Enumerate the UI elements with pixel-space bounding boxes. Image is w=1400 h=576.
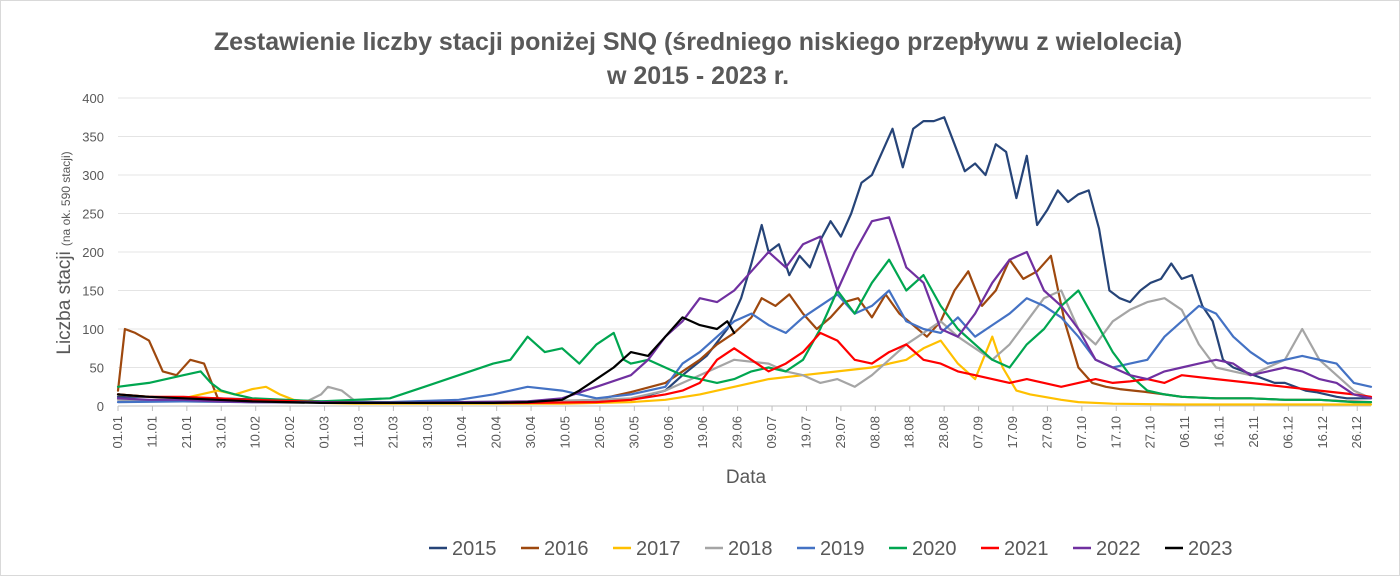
x-tick-label: 18.08: [902, 416, 917, 449]
x-tick-label: 10.04: [454, 416, 469, 449]
x-tick-label: 11.01: [144, 416, 159, 448]
legend-label-2019: 2019: [820, 538, 865, 560]
x-tick-label: 07.10: [1074, 416, 1089, 449]
y-tick-label: 200: [82, 245, 104, 260]
x-tick-label: 20.02: [282, 416, 297, 449]
x-tick-label: 27.10: [1143, 416, 1158, 449]
x-tick-label: 17.10: [1108, 416, 1123, 449]
legend-label-2022: 2022: [1096, 538, 1141, 560]
series-line-2019: [116, 289, 1373, 404]
series-line-2023: [116, 316, 736, 404]
y-axis-title: Liczba stacji (na ok. 590 stacji): [54, 151, 75, 354]
x-tick-label: 31.03: [420, 416, 435, 449]
legend-label-2017: 2017: [636, 538, 681, 560]
x-tick-label: 17.09: [1005, 416, 1020, 449]
y-axis-title-sub: (na ok. 590 stacji): [59, 151, 73, 246]
y-axis-title-main: Liczba stacji: [54, 251, 75, 355]
x-tick-label: 11.03: [351, 416, 366, 448]
x-tick-label: 10.05: [558, 416, 573, 449]
x-axis-title: Data: [726, 467, 767, 488]
series-line-2022: [116, 216, 1373, 404]
x-tick-label: 06.11: [1177, 416, 1192, 448]
series-line-2017: [116, 335, 1373, 406]
x-tick-label: 31.01: [213, 416, 228, 449]
legend-label-2015: 2015: [452, 538, 497, 560]
x-tick-label: 30.05: [626, 416, 641, 449]
x-tick-label: 09.06: [661, 416, 676, 449]
x-tick-label: 07.09: [971, 416, 986, 449]
legend-label-2021: 2021: [1004, 538, 1049, 560]
x-tick-label: 16.12: [1315, 416, 1330, 449]
x-tick-label: 26.12: [1349, 416, 1364, 449]
x-tick-label: 08.08: [867, 416, 882, 449]
x-tick-label: 27.09: [1039, 416, 1054, 449]
x-tick-label: 10.02: [248, 416, 263, 449]
series-line-2018: [116, 289, 1373, 404]
legend-label-2020: 2020: [912, 538, 957, 560]
x-tick-label: 26.11: [1246, 416, 1261, 448]
series-line-2020: [116, 258, 1373, 404]
gridlines: [117, 97, 1371, 411]
x-tick-label: 30.04: [523, 416, 538, 449]
x-tick-label: 16.11: [1212, 416, 1227, 448]
series-line-2015: [116, 116, 1373, 404]
chart-title-line2: w 2015 - 2023 r.: [606, 62, 789, 90]
x-tick-label: 28.08: [936, 416, 951, 449]
legend-label-2016: 2016: [544, 538, 589, 560]
chart-title-line1: Zestawienie liczby stacji poniżej SNQ (ś…: [214, 28, 1182, 56]
x-tick-label: 06.12: [1280, 416, 1295, 449]
y-tick-labels: 0 50 100 150 200 250 300 350 400: [82, 91, 104, 414]
y-tick-label: 0: [97, 399, 104, 414]
y-tick-label: 100: [82, 322, 104, 337]
x-tick-label: 29.06: [730, 416, 745, 449]
y-tick-label: 400: [82, 91, 104, 106]
x-tick-label: 01.01: [110, 416, 125, 449]
y-tick-label: 250: [82, 207, 104, 222]
y-tick-label: 350: [82, 130, 104, 145]
x-tick-label: 19.06: [695, 416, 710, 449]
x-tick-labels: 01.01 11.01 21.01 31.01 10.02 20.02 01.03 11.03…: [110, 416, 1364, 449]
x-tick-label: 20.04: [489, 416, 504, 449]
y-tick-label: 150: [82, 284, 104, 299]
x-tick-label: 21.03: [385, 416, 400, 449]
legend-label-2018: 2018: [728, 538, 773, 560]
legend-label-2023: 2023: [1188, 538, 1233, 560]
x-tick-label: 09.07: [764, 416, 779, 449]
x-tick-label: 19.07: [798, 416, 813, 449]
legend: 2015 2016 2017 2018 2019 2020 2021 2022 2023: [429, 538, 1233, 560]
x-tick-label: 20.05: [592, 416, 607, 449]
x-tick-label: 29.07: [833, 416, 848, 449]
series-lines: [116, 116, 1373, 406]
y-tick-label: 50: [90, 361, 104, 376]
x-tick-label: 21.01: [179, 416, 194, 449]
x-tick-label: 01.03: [317, 416, 332, 449]
y-tick-label: 300: [82, 168, 104, 183]
